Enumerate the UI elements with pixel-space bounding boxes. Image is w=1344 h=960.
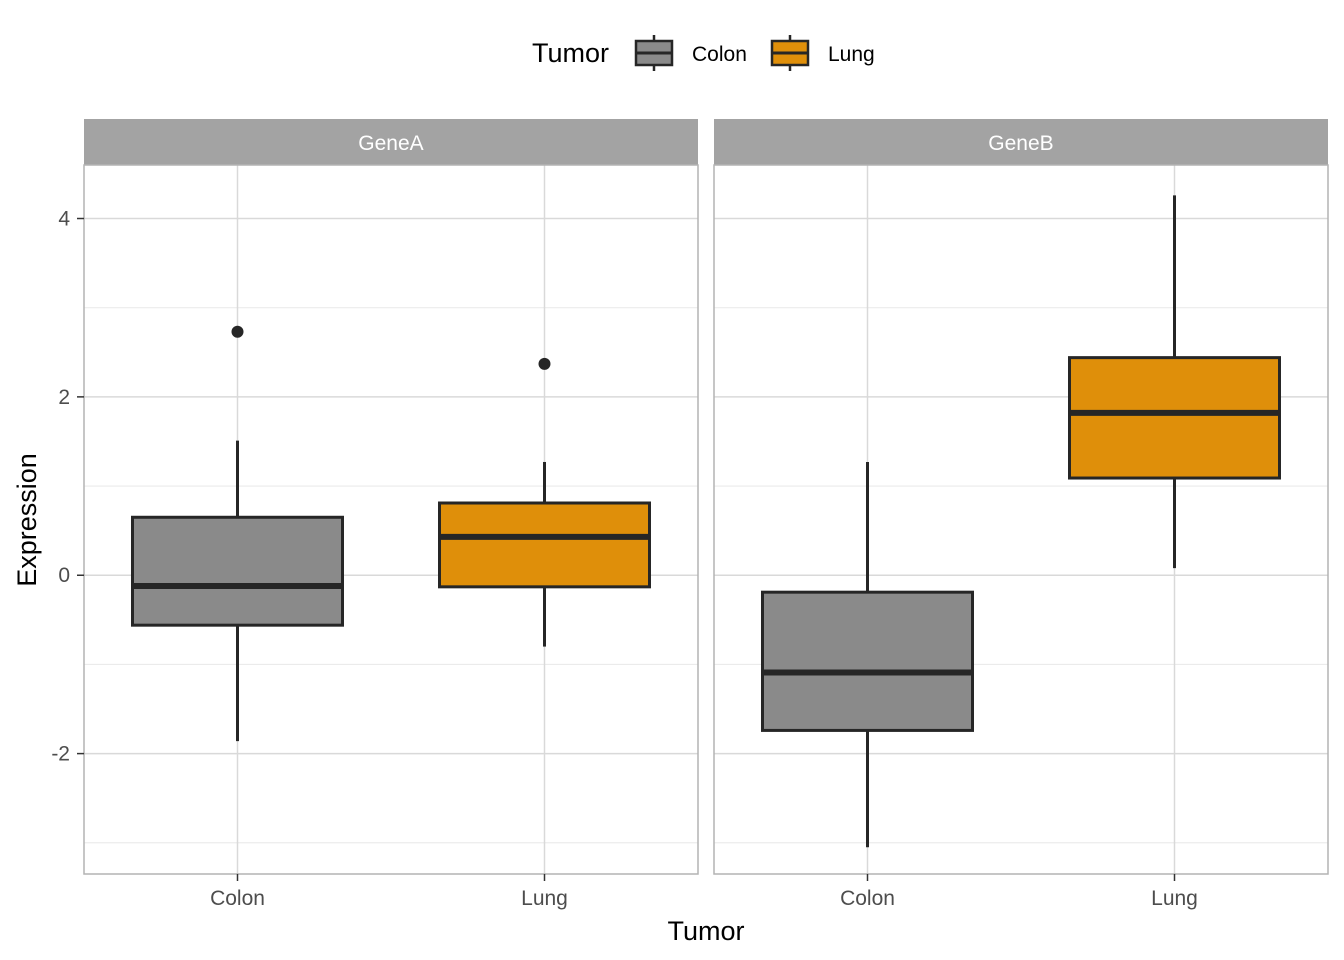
y-tick-label: 4 [58, 208, 70, 231]
box-body [761, 590, 974, 732]
legend-entry-colon: Colon [634, 35, 747, 71]
box-body [1068, 356, 1281, 480]
x-tick-label: Colon [210, 887, 265, 910]
x-tick-label: Colon [840, 887, 895, 910]
legend: Tumor Colon Lung [532, 35, 875, 71]
box-genea-lung [438, 357, 651, 647]
box-geneb-colon [761, 461, 974, 848]
box-body [131, 515, 344, 627]
legend-entries: Colon Lung [634, 35, 875, 71]
legend-title: Tumor [532, 38, 609, 68]
y-tick-label: -2 [51, 743, 70, 766]
panel-border [713, 164, 1329, 875]
y-tick-label: 2 [58, 386, 70, 409]
outlier-point [538, 357, 551, 370]
box-geneb-lung [1068, 195, 1281, 569]
x-tick-label: Lung [1151, 887, 1198, 910]
x-tick-label: Lung [521, 887, 568, 910]
box-body [438, 501, 651, 589]
facet-strip-genea [84, 119, 698, 165]
legend-label-lung: Lung [828, 43, 875, 66]
y-axis: -2 0 2 4 [51, 208, 84, 766]
x-axis-title: Tumor [667, 916, 744, 946]
legend-entry-lung: Lung [770, 35, 875, 71]
legend-label-colon: Colon [692, 43, 747, 66]
facet-strip-label: GeneB [988, 132, 1053, 155]
facet-panel-genea: GeneA Colon Lung [83, 119, 699, 910]
outlier-point [231, 325, 244, 338]
facet-panels: GeneA Colon Lung GeneB Colon Lung [83, 119, 1329, 910]
y-tick-label: 0 [58, 564, 70, 587]
box-genea-colon [131, 325, 344, 742]
y-axis-title: Expression [12, 453, 42, 587]
facet-strip-label: GeneA [358, 132, 423, 155]
facet-strip-geneb [714, 119, 1328, 165]
facet-panel-geneb: GeneB Colon Lung [713, 119, 1329, 910]
panel-border [83, 164, 699, 875]
